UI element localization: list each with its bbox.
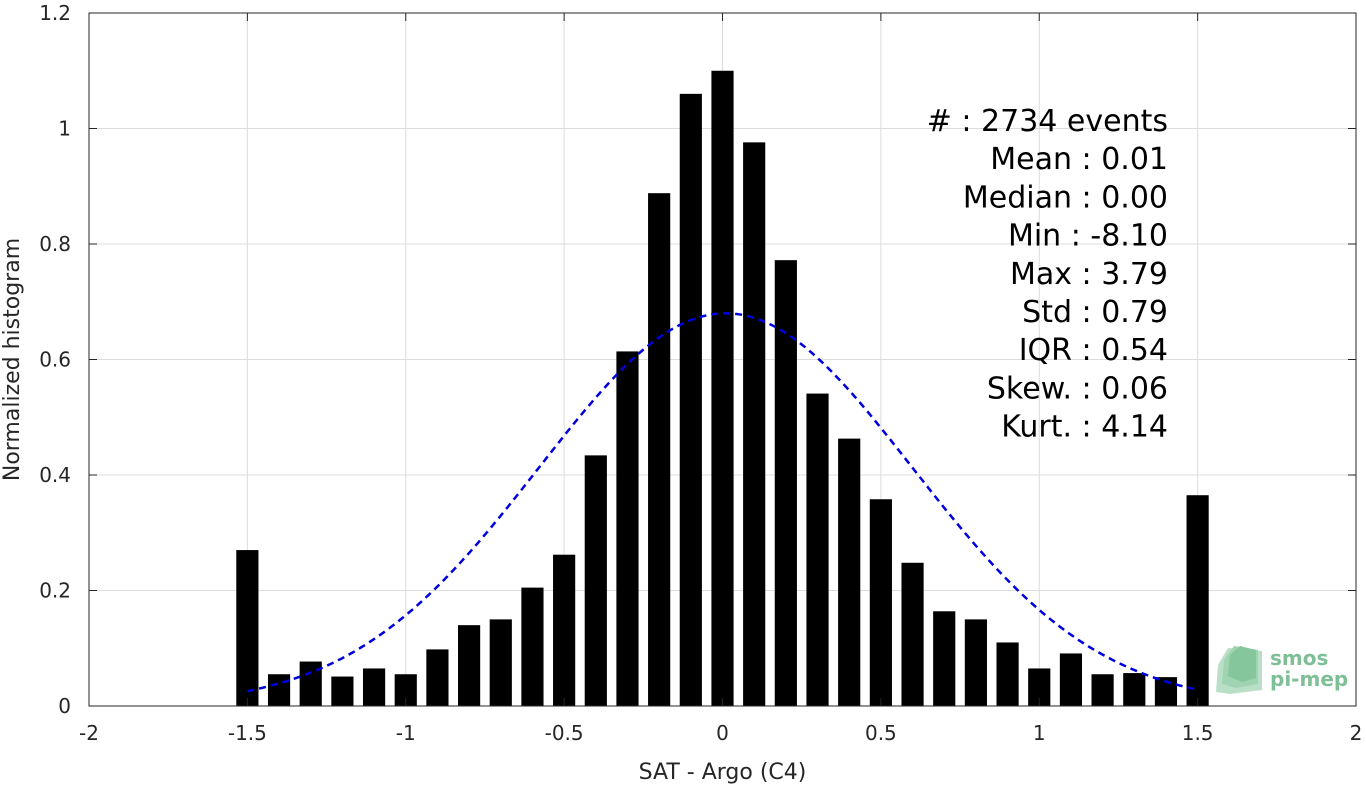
- x-tick-label-8: 2: [1350, 721, 1363, 745]
- stats-line-5: Std : 0.79: [1022, 295, 1168, 330]
- bar-30: [1186, 495, 1209, 706]
- bar-8: [489, 619, 512, 706]
- stats-line-7: Skew. : 0.06: [987, 371, 1168, 406]
- x-tick-label-3: -0.5: [545, 721, 584, 745]
- bar-24: [996, 642, 1019, 706]
- x-tick-label-1: -1.5: [228, 721, 267, 745]
- stats-line-6: IQR : 0.54: [1019, 333, 1168, 368]
- stats-line-2: Median : 0.00: [963, 180, 1168, 215]
- stats-line-0: # : 2734 events: [927, 104, 1168, 139]
- logo-icon: [1216, 646, 1262, 694]
- bar-18: [806, 393, 829, 706]
- bar-13: [648, 193, 671, 706]
- bar-28: [1123, 673, 1146, 706]
- bar-10: [553, 554, 576, 706]
- x-axis-label: SAT - Argo (C4): [639, 760, 807, 785]
- bar-22: [933, 611, 956, 706]
- x-tick-label-5: 0.5: [865, 721, 897, 745]
- axis-ticks: [88, 12, 1357, 707]
- bar-9: [521, 587, 544, 706]
- bar-21: [901, 562, 924, 706]
- stats-line-4: Max : 3.79: [1010, 257, 1168, 292]
- y-tick-label-0: 0: [58, 694, 71, 718]
- bar-11: [584, 455, 607, 706]
- y-tick-label-4: 0.8: [39, 232, 71, 256]
- bar-25: [1028, 668, 1051, 706]
- x-tick-label-7: 1.5: [1182, 721, 1214, 745]
- bar-26: [1059, 653, 1083, 706]
- bar-20: [869, 499, 892, 706]
- bar-12: [616, 351, 639, 706]
- bars: [236, 70, 1209, 707]
- x-tick-label-6: 1: [1033, 721, 1046, 745]
- bar-3: [331, 676, 354, 706]
- bar-15: [711, 70, 734, 706]
- y-tick-label-5: 1: [58, 117, 71, 141]
- stats-line-3: Min : -8.10: [1008, 219, 1168, 254]
- y-tick-label-3: 0.6: [39, 348, 71, 372]
- y-tick-label-2: 0.4: [39, 463, 71, 487]
- bar-19: [838, 438, 861, 706]
- stats-line-8: Kurt. : 4.14: [1001, 410, 1168, 445]
- x-tick-label-0: -2: [79, 721, 99, 745]
- bar-6: [426, 649, 449, 706]
- bar-16: [743, 142, 766, 707]
- y-tick-label-6: 1.2: [39, 1, 71, 25]
- y-tick-labels: 0 0.2 0.4 0.6 0.8 1 1.2: [39, 1, 71, 718]
- x-tick-labels: -2 -1.5 -1 -0.5 0 0.5 1 1.5 2: [79, 721, 1362, 745]
- x-tick-label-4: 0: [716, 721, 729, 745]
- bar-5: [394, 674, 417, 706]
- bar-7: [458, 625, 481, 706]
- logo-text-smos: smos: [1270, 646, 1328, 670]
- logo-text-pimep: pi-mep: [1270, 667, 1348, 691]
- y-axis-label: Normalized histogram: [0, 238, 25, 481]
- bar-27: [1091, 674, 1114, 706]
- y-tick-label-1: 0.2: [39, 579, 71, 603]
- bar-4: [362, 668, 386, 706]
- bar-0: [236, 550, 259, 706]
- smos-pimep-logo: smos pi-mep: [1216, 646, 1348, 694]
- bar-23: [964, 619, 987, 706]
- bar-2: [299, 661, 322, 706]
- bar-29: [1154, 677, 1178, 706]
- bar-17: [774, 260, 797, 706]
- stats-line-1: Mean : 0.01: [990, 142, 1168, 177]
- x-tick-label-2: -1: [396, 721, 416, 745]
- bar-14: [679, 93, 702, 707]
- bar-1: [267, 674, 291, 706]
